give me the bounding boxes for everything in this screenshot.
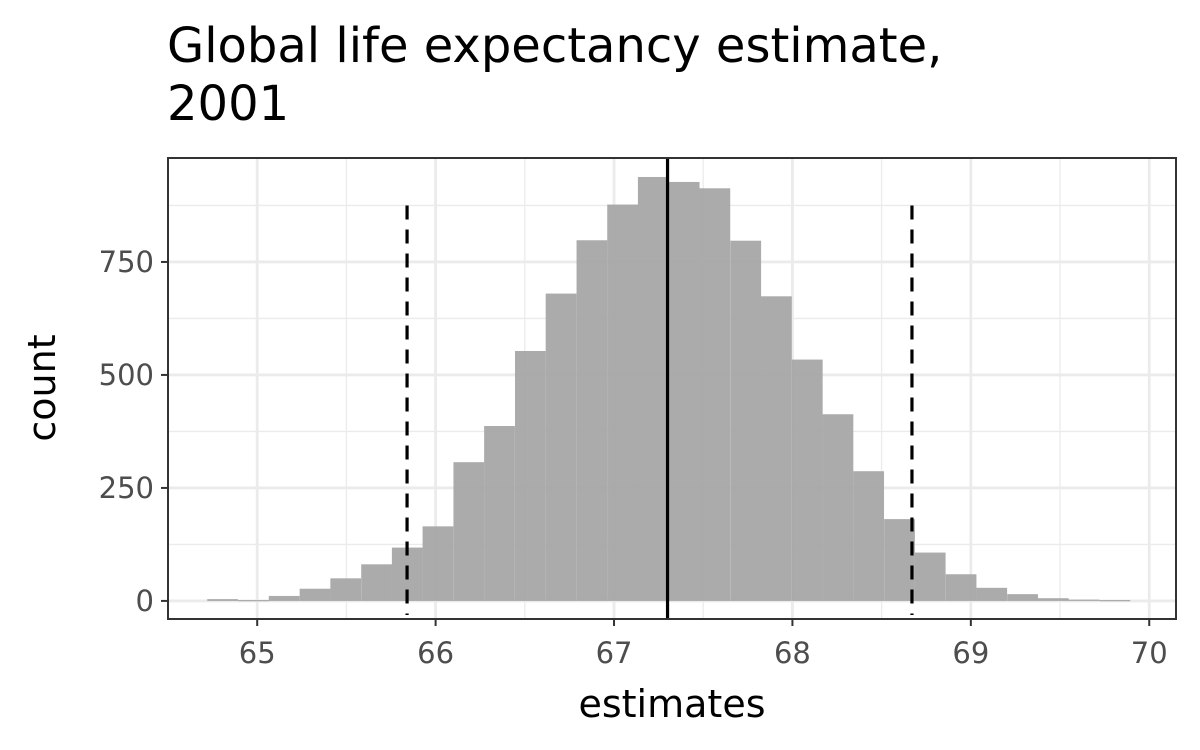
y-tick-label: 0 [136, 584, 154, 618]
histogram-bar [607, 204, 638, 601]
histogram-bar [853, 471, 885, 601]
histogram-bar [914, 552, 946, 601]
y-tick-label: 250 [99, 471, 154, 505]
histogram-bar [1037, 598, 1069, 601]
histogram-bar [1007, 594, 1038, 601]
histogram-bar [330, 578, 362, 601]
histogram-bar [207, 599, 239, 601]
histogram-bar [761, 296, 792, 601]
x-tick-label: 65 [239, 636, 276, 670]
histogram-bar [1068, 599, 1100, 601]
histogram-bar [515, 350, 546, 601]
x-tick-label: 69 [952, 636, 989, 670]
panel-border [167, 157, 1177, 620]
histogram-bar [822, 414, 854, 601]
x-tick-label: 67 [596, 636, 633, 670]
histogram-bar [484, 426, 515, 601]
y-tick-label: 500 [99, 358, 154, 392]
histogram-bar [576, 240, 608, 601]
histogram-bar [637, 176, 669, 601]
histogram-bar [238, 600, 269, 602]
histogram-bar [884, 519, 915, 601]
histogram-bar [976, 587, 1008, 601]
reference-lines [405, 158, 914, 619]
histogram-bar [361, 564, 392, 601]
y-axis-title: count [20, 334, 64, 441]
x-tick-label: 66 [417, 636, 454, 670]
x-axis-title: estimates [578, 682, 765, 726]
histogram-bar [422, 526, 454, 601]
histogram-bar [453, 462, 485, 601]
histogram-bar [268, 595, 300, 601]
x-tick-label: 70 [1131, 636, 1168, 670]
y-tick-label: 750 [99, 245, 154, 279]
histogram-bars [207, 176, 1131, 602]
histogram-bar [299, 588, 331, 601]
histogram-bar [730, 240, 762, 601]
histogram-bar [1099, 600, 1131, 602]
chart-title-line-2: 2001 [167, 76, 289, 132]
histogram-bar [699, 188, 731, 601]
axis-ticks: 65 66 67 68 69 70 0 250 500 750 [99, 245, 1168, 670]
histogram-bar [791, 359, 823, 601]
histogram-bar [545, 293, 577, 601]
chart-title-line-1: Global life expectancy estimate, [167, 18, 942, 74]
histogram-bar [668, 181, 700, 601]
x-tick-label: 68 [774, 636, 811, 670]
histogram-bar [945, 574, 977, 601]
